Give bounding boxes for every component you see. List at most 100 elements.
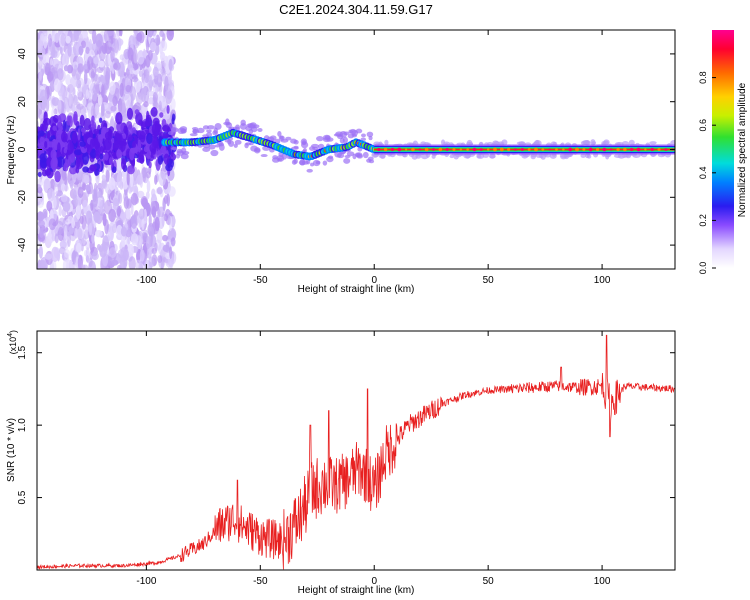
heat-noise-blob bbox=[151, 188, 156, 198]
heat-noise-blob bbox=[54, 32, 60, 44]
stable-band-dot bbox=[493, 147, 497, 152]
heat-noise-blob bbox=[125, 99, 131, 111]
heat-core-blob bbox=[152, 134, 158, 148]
heat-core-blob bbox=[143, 145, 149, 153]
heat-core-blob bbox=[116, 149, 122, 159]
heat-noise-blob bbox=[109, 247, 117, 259]
heat-noise-blob bbox=[143, 101, 149, 108]
heat-noise-blob bbox=[154, 174, 158, 185]
heat-noise-blob bbox=[116, 172, 123, 188]
heat-noise-blob bbox=[37, 184, 42, 191]
heat-noise-blob bbox=[91, 233, 95, 244]
heat-noise-blob bbox=[85, 46, 90, 55]
heat-noise-blob bbox=[82, 199, 88, 214]
colorbar-tick-label: 0.8 bbox=[698, 71, 708, 84]
heat-noise-blob bbox=[76, 171, 83, 181]
heat-core-blob bbox=[115, 112, 123, 125]
heat-noise-blob bbox=[69, 180, 74, 187]
heat-noise-blob bbox=[126, 170, 130, 186]
heat-noise-blob bbox=[71, 104, 76, 114]
heat-noise-blob bbox=[158, 170, 167, 187]
heat-core-blob bbox=[93, 128, 101, 135]
heat-noise-blob bbox=[152, 66, 159, 78]
heat-halo-blob bbox=[269, 135, 277, 141]
heat-halo-blob bbox=[276, 155, 285, 162]
heat-halo-blob bbox=[540, 153, 546, 160]
heat-core-blob bbox=[89, 138, 94, 151]
stable-band-dot bbox=[595, 147, 600, 152]
heat-core-blob bbox=[69, 165, 77, 175]
colorbar-tick-label: 0.6 bbox=[698, 119, 708, 132]
stable-band-dot bbox=[623, 147, 627, 152]
snr-frame bbox=[36, 330, 676, 571]
heat-noise-blob bbox=[143, 69, 150, 84]
heat-noise-blob bbox=[130, 192, 139, 206]
heat-noise-blob bbox=[84, 225, 90, 233]
snr-y-multiplier-exp: 4 bbox=[7, 333, 14, 337]
heat-core-blob bbox=[90, 119, 95, 126]
heat-noise-blob bbox=[53, 78, 61, 93]
heat-noise-blob bbox=[77, 255, 84, 269]
heat-halo-blob bbox=[196, 127, 205, 134]
heat-noise-blob bbox=[78, 45, 84, 56]
heat-noise-blob bbox=[148, 74, 153, 91]
heat-noise-blob bbox=[149, 41, 157, 52]
x-tick-label: -50 bbox=[253, 275, 268, 286]
heat-noise-blob bbox=[37, 194, 42, 203]
heat-halo-blob bbox=[534, 139, 540, 146]
heat-noise-blob bbox=[61, 86, 66, 102]
stable-band-dot bbox=[588, 147, 593, 152]
heat-core-blob bbox=[139, 130, 146, 143]
heat-halo-blob bbox=[441, 139, 446, 146]
heat-core-blob bbox=[52, 125, 57, 132]
heat-halo-blob bbox=[239, 123, 247, 130]
heat-halo-blob bbox=[206, 125, 215, 130]
heat-noise-blob bbox=[85, 210, 93, 226]
heat-halo-blob bbox=[603, 139, 610, 146]
heat-noise-blob bbox=[66, 64, 73, 74]
heat-noise-blob bbox=[127, 243, 134, 257]
heat-core-blob bbox=[113, 133, 120, 146]
heat-noise-blob bbox=[130, 214, 138, 229]
x-tick-label: 100 bbox=[594, 576, 611, 587]
heat-core-blob bbox=[63, 162, 69, 172]
heat-core-blob bbox=[82, 166, 90, 173]
heat-halo-blob bbox=[351, 129, 359, 137]
heat-core-blob bbox=[161, 125, 170, 132]
heat-noise-blob bbox=[114, 87, 120, 100]
heat-noise-blob bbox=[54, 233, 59, 244]
heat-core-blob bbox=[44, 168, 52, 176]
heat-noise-blob bbox=[39, 89, 48, 106]
heat-core-blob bbox=[94, 137, 99, 150]
heat-noise-blob bbox=[58, 205, 62, 217]
heat-core-blob bbox=[111, 150, 115, 157]
heat-halo-blob bbox=[285, 136, 292, 141]
heat-noise-blob bbox=[104, 219, 109, 235]
heat-halo-blob bbox=[272, 155, 278, 160]
heat-core-blob bbox=[92, 133, 96, 140]
heat-noise-blob bbox=[123, 191, 128, 202]
heat-noise-blob bbox=[85, 184, 91, 192]
heat-noise-blob bbox=[97, 94, 103, 106]
heat-core-blob bbox=[158, 135, 162, 149]
heat-halo-blob bbox=[167, 131, 174, 136]
heat-core-blob bbox=[62, 119, 67, 132]
heat-noise-blob bbox=[158, 100, 162, 111]
heat-noise-blob bbox=[111, 259, 119, 266]
heat-halo-blob bbox=[613, 154, 622, 158]
heat-noise-blob bbox=[156, 73, 163, 88]
heat-core-blob bbox=[121, 158, 127, 170]
heat-noise-blob bbox=[88, 80, 94, 90]
heat-core-blob bbox=[99, 117, 103, 124]
stable-band-dot bbox=[445, 147, 449, 152]
heat-noise-blob bbox=[113, 38, 119, 54]
heat-core-blob bbox=[104, 152, 109, 161]
heat-noise-blob bbox=[67, 43, 72, 57]
heat-noise-blob bbox=[51, 97, 60, 106]
heat-noise-blob bbox=[148, 256, 155, 268]
heat-halo-blob bbox=[583, 141, 589, 145]
spectrogram-panel: -100 -50 0 50 100 -40 -20 0 20 40 Height of stra… bbox=[6, 29, 676, 295]
heat-noise-blob bbox=[138, 208, 145, 220]
heat-noise-blob bbox=[75, 205, 81, 220]
x-tick-label: 50 bbox=[483, 576, 495, 587]
